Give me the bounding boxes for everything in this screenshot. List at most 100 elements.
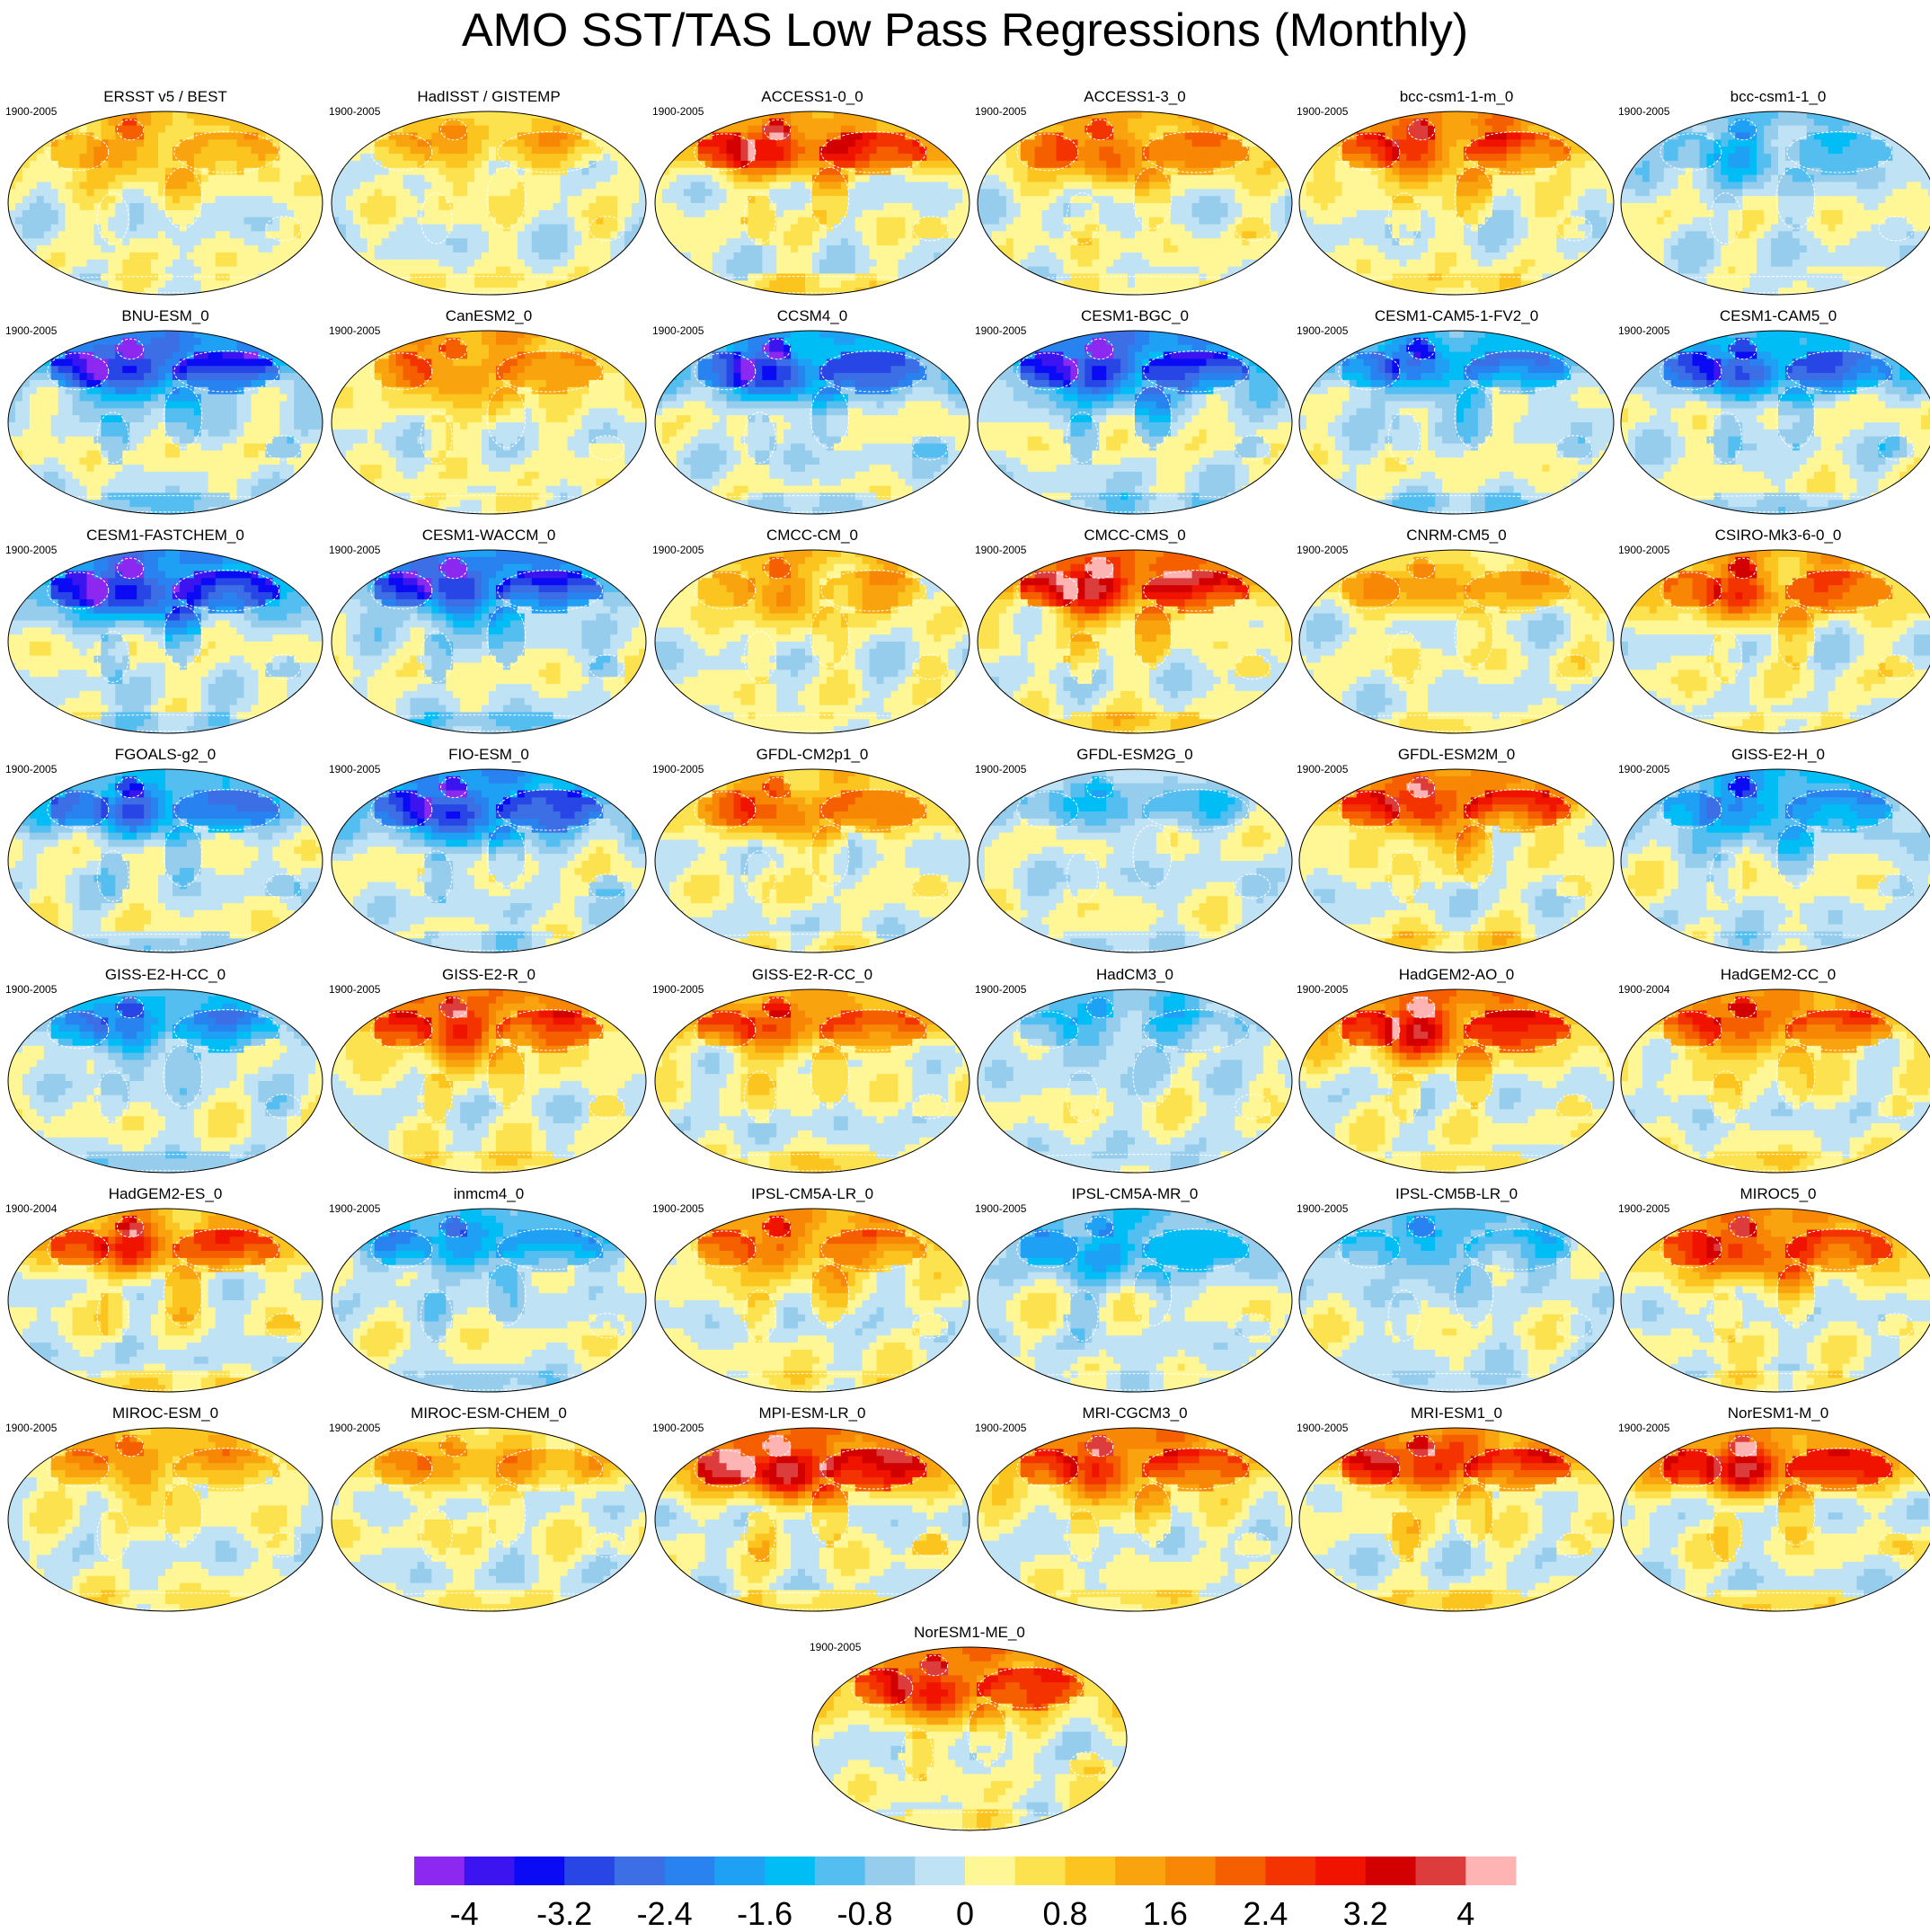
world-map	[1297, 1203, 1616, 1394]
colorbar-swatch	[1315, 1857, 1366, 1885]
panel-title: bcc-csm1-1-m_0	[1297, 88, 1616, 106]
world-map	[329, 764, 649, 954]
colorbar-swatch	[665, 1857, 715, 1885]
world-map	[329, 1203, 649, 1394]
panel-title: IPSL-CM5B-LR_0	[1297, 1185, 1616, 1203]
world-map	[5, 1422, 325, 1613]
world-map	[1618, 1203, 1930, 1394]
colorbar-swatch	[714, 1857, 765, 1885]
panel-title: FGOALS-g2_0	[5, 746, 325, 764]
world-map	[652, 1422, 972, 1613]
world-map	[652, 984, 972, 1174]
colorbar-tick-label: 0.8	[1042, 1896, 1087, 1932]
colorbar-tick-label: 4	[1456, 1896, 1474, 1932]
colorbar-tick-label: -0.8	[837, 1896, 892, 1932]
panel-title: NorESM1-ME_0	[810, 1624, 1129, 1642]
colorbar-swatch	[1416, 1857, 1466, 1885]
panel-title: CESM1-CAM5-1-FV2_0	[1297, 307, 1616, 325]
panel-title: FIO-ESM_0	[329, 746, 649, 764]
world-map	[5, 106, 325, 297]
world-map	[5, 764, 325, 954]
colorbar-swatch	[1115, 1857, 1165, 1885]
colorbar-tick-label: 2.4	[1243, 1896, 1288, 1932]
panel-title: CESM1-WACCM_0	[329, 527, 649, 545]
colorbar-swatch	[1465, 1857, 1516, 1885]
panel-title: BNU-ESM_0	[5, 307, 325, 325]
panel-title: GFDL-ESM2M_0	[1297, 746, 1616, 764]
panel-title: MIROC-ESM_0	[5, 1405, 325, 1422]
world-map	[975, 545, 1295, 735]
panel-title: HadGEM2-ES_0	[5, 1185, 325, 1203]
colorbar-swatch	[1216, 1857, 1266, 1885]
panel-title: CMCC-CMS_0	[975, 527, 1295, 545]
world-map	[975, 1203, 1295, 1394]
colorbar-tick-label: -1.6	[737, 1896, 792, 1932]
colorbar-swatch	[465, 1857, 515, 1885]
world-map	[5, 1203, 325, 1394]
colorbar-swatch	[1366, 1857, 1416, 1885]
world-map	[975, 106, 1295, 297]
colorbar-swatch	[615, 1857, 665, 1885]
world-map	[329, 325, 649, 516]
world-map	[1618, 764, 1930, 954]
world-map	[329, 984, 649, 1174]
panel-title: IPSL-CM5A-LR_0	[652, 1185, 972, 1203]
panel-title: inmcm4_0	[329, 1185, 649, 1203]
world-map	[1297, 764, 1616, 954]
panel-title: CSIRO-Mk3-6-0_0	[1618, 527, 1930, 545]
panel-title: MPI-ESM-LR_0	[652, 1405, 972, 1422]
panel-title: CMCC-CM_0	[652, 527, 972, 545]
colorbar-tick-label: 3.2	[1343, 1896, 1388, 1932]
world-map	[1618, 545, 1930, 735]
world-map	[329, 545, 649, 735]
world-map	[1297, 984, 1616, 1174]
colorbar-tick-label: 0	[956, 1896, 974, 1932]
panel-title: MIROC5_0	[1618, 1185, 1930, 1203]
world-map	[329, 1422, 649, 1613]
world-map	[1297, 106, 1616, 297]
panel-title: GISS-E2-R_0	[329, 966, 649, 984]
colorbar-swatch	[1265, 1857, 1315, 1885]
panel-title: ERSST v5 / BEST	[5, 88, 325, 106]
panel-title: CESM1-BGC_0	[975, 307, 1295, 325]
panel-title: GISS-E2-H_0	[1618, 746, 1930, 764]
colorbar-swatch	[865, 1857, 916, 1885]
world-map	[975, 1422, 1295, 1613]
world-map	[975, 764, 1295, 954]
world-map	[975, 984, 1295, 1174]
panel-title: CCSM4_0	[652, 307, 972, 325]
colorbar-tick-label: 1.6	[1143, 1896, 1188, 1932]
colorbar-tick-label: -3.2	[536, 1896, 592, 1932]
colorbar-tick-label: -2.4	[637, 1896, 693, 1932]
panel-title: ACCESS1-3_0	[975, 88, 1295, 106]
panel-title: HadISST / GISTEMP	[329, 88, 649, 106]
